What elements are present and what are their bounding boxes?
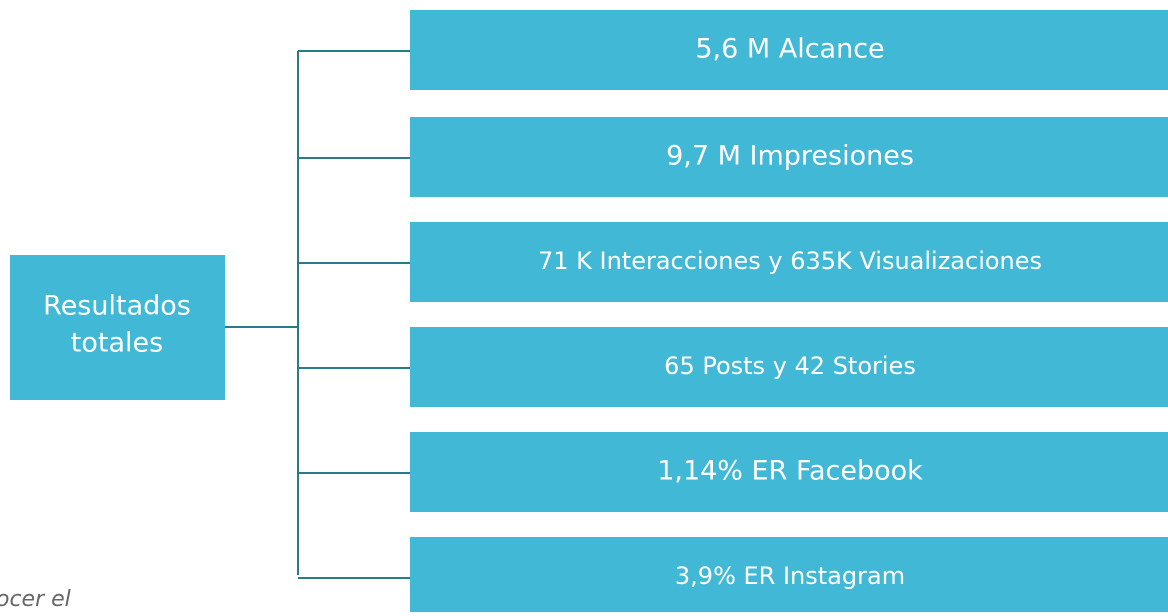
node-label: 65 Posts y 42 Stories bbox=[664, 352, 916, 380]
node-box bbox=[410, 327, 1168, 407]
footnote: ocer el bbox=[0, 587, 71, 612]
root-label: totales bbox=[71, 328, 163, 359]
root-box bbox=[10, 255, 225, 400]
node-box bbox=[410, 117, 1168, 197]
node-label: 3,9% ER Instagram bbox=[675, 562, 905, 590]
node-label: 9,7 M Impresiones bbox=[666, 141, 914, 172]
node-box bbox=[410, 432, 1168, 512]
node-label: 1,14% ER Facebook bbox=[657, 456, 923, 487]
node-label: 5,6 M Alcance bbox=[695, 34, 884, 65]
node-label: 71 K Interacciones y 635K Visualizacione… bbox=[538, 247, 1042, 275]
node-box bbox=[410, 10, 1168, 90]
root-label: Resultados bbox=[43, 291, 191, 322]
node-box bbox=[410, 537, 1168, 612]
node-box bbox=[410, 222, 1168, 302]
